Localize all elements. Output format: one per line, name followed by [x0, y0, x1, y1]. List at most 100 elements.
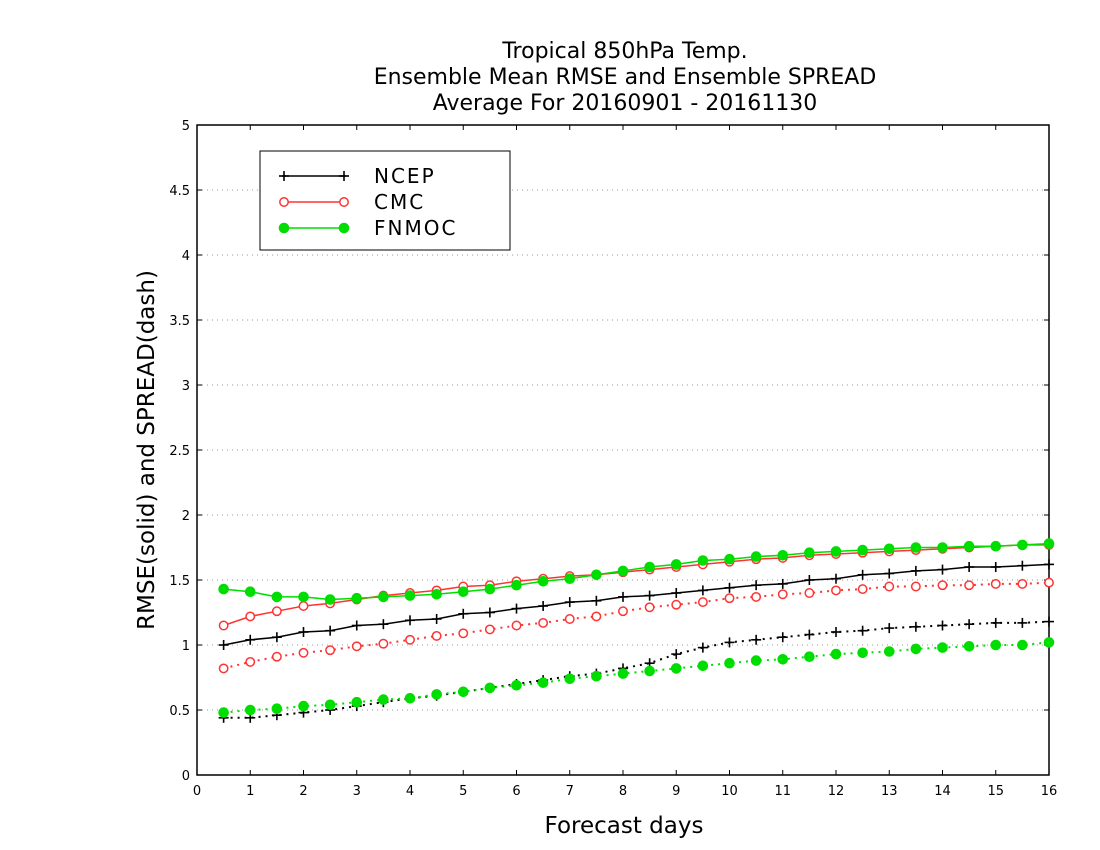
- cmc-spread-point-9: [458, 628, 469, 639]
- cmc-spread-point-24: [857, 584, 868, 595]
- x-tick-label-15: 15: [987, 784, 1004, 799]
- fnmoc-spread-point-11: [511, 680, 522, 691]
- fnmoc-rmse-point-26: [910, 542, 922, 553]
- ncep-rmse-point-25: [884, 568, 895, 579]
- chart-title-line-3: Average For 20160901 - 20161130: [433, 91, 818, 116]
- cmc-spread-point-19: [724, 593, 735, 604]
- fnmoc-rmse-point-24: [857, 544, 868, 556]
- cmc-spread-point-5: [351, 641, 362, 652]
- cmc-spread-point-0: [218, 663, 229, 674]
- cmc-spread-point-25: [884, 581, 895, 592]
- cmc-spread-point-4: [325, 645, 336, 656]
- fnmoc-spread-point-2: [271, 703, 283, 715]
- x-tick-label-1: 1: [246, 784, 254, 799]
- fnmoc-rmse-point-6: [378, 591, 389, 603]
- ncep-rmse-point-16: [644, 590, 655, 601]
- cmc-spread-point-13: [564, 614, 575, 624]
- fnmoc-rmse-point-31: [1043, 538, 1055, 549]
- ncep-rmse-point-24: [857, 569, 868, 580]
- y-axis-label: RMSE(solid) and SPREAD(dash): [134, 270, 160, 630]
- ncep-rmse-point-22: [804, 575, 815, 585]
- x-tick-label-9: 9: [672, 784, 680, 799]
- fnmoc-rmse-point-30: [1017, 539, 1028, 551]
- legend-label-cmc: CMC: [374, 190, 425, 214]
- fnmoc-spread-point-15: [617, 668, 629, 679]
- cmc-spread-point-23: [831, 585, 841, 596]
- ncep-rmse-point-18: [697, 585, 708, 596]
- fnmoc-rmse-point-14: [591, 569, 602, 581]
- fnmoc-rmse-point-7: [404, 590, 416, 601]
- legend-marker-left-fnmoc: [278, 222, 290, 234]
- ncep-rmse-point-13: [564, 597, 575, 608]
- fnmoc-spread-point-24: [857, 647, 868, 659]
- cmc-spread-point-7: [405, 634, 415, 645]
- legend-marker-right-cmc: [339, 197, 349, 207]
- ncep-rmse-point-3: [298, 627, 309, 637]
- cmc-spread-point-21: [777, 589, 788, 600]
- y-tick-label-1: 0.5: [169, 704, 190, 719]
- fnmoc-rmse-point-11: [511, 579, 522, 591]
- x-tick-label-16: 16: [1041, 784, 1058, 799]
- fnmoc-spread-point-18: [697, 660, 709, 672]
- fnmoc-rmse-point-5: [351, 592, 363, 604]
- cmc-spread-line: [223, 581, 1050, 670]
- cmc-spread-point-30: [1017, 578, 1028, 589]
- fnmoc-spread-point-22: [804, 651, 815, 663]
- fnmoc-spread-point-23: [830, 648, 842, 660]
- ncep-rmse-point-7: [405, 615, 415, 626]
- fnmoc-spread-point-12: [537, 677, 549, 689]
- x-tick-label-12: 12: [828, 784, 845, 799]
- cmc-rmse-point-1: [245, 611, 256, 622]
- ncep-rmse-point-15: [618, 591, 628, 602]
- ncep-rmse-point-14: [591, 595, 602, 606]
- x-tick-label-6: 6: [512, 784, 520, 799]
- ncep-rmse-point-6: [378, 619, 389, 630]
- cmc-spread-point-2: [271, 651, 282, 662]
- fnmoc-spread-point-31: [1043, 637, 1055, 648]
- ncep-rmse-point-8: [431, 614, 442, 624]
- fnmoc-rmse-point-22: [804, 547, 815, 559]
- ncep-rmse-point-2: [271, 632, 282, 643]
- fnmoc-spread-point-28: [963, 641, 975, 652]
- cmc-spread-point-16: [644, 602, 655, 613]
- ncep-rmse-point-28: [964, 562, 975, 572]
- ncep-rmse-point-1: [245, 634, 256, 645]
- x-tick-label-2: 2: [299, 784, 307, 799]
- fnmoc-spread-point-29: [990, 639, 1002, 651]
- x-tick-label-13: 13: [881, 784, 898, 799]
- ncep-spread-point-23: [831, 627, 841, 637]
- x-tick-label-14: 14: [934, 784, 951, 799]
- ncep-spread-point-24: [857, 625, 868, 636]
- fnmoc-spread-point-4: [324, 699, 336, 711]
- cmc-spread-point-11: [511, 620, 522, 631]
- series: [218, 538, 1055, 723]
- fnmoc-spread-point-27: [937, 642, 948, 653]
- cmc-spread-point-3: [298, 647, 309, 658]
- y-tick-label-5: 2.5: [169, 444, 190, 459]
- x-tick-label-8: 8: [619, 784, 627, 799]
- fnmoc-spread-point-6: [378, 694, 389, 705]
- fnmoc-spread-point-7: [404, 693, 416, 704]
- fnmoc-rmse-point-10: [484, 583, 496, 595]
- ncep-rmse-point-30: [1017, 560, 1028, 571]
- ncep-spread-point-26: [910, 621, 921, 632]
- ncep-rmse-point-10: [484, 607, 495, 618]
- fnmoc-rmse-point-18: [697, 555, 709, 566]
- y-tick-label-0: 0: [182, 769, 190, 784]
- fnmoc-rmse-point-4: [324, 594, 336, 605]
- fnmoc-rmse-point-9: [457, 586, 469, 598]
- ncep-spread-point-30: [1017, 617, 1028, 628]
- fnmoc-spread-point-21: [777, 654, 789, 665]
- fnmoc-rmse-point-28: [963, 540, 975, 552]
- y-tick-label-6: 3: [182, 379, 190, 394]
- legend-box: [259, 150, 511, 251]
- ncep-rmse-point-20: [751, 580, 762, 591]
- fnmoc-rmse-point-0: [218, 583, 229, 595]
- y-tick-label-2: 1: [182, 639, 190, 654]
- ncep-spread-point-29: [990, 617, 1001, 628]
- axes: 00.511.522.533.544.550 1 2 3 4 5 6 7 8 9 10 11 12 13 1…: [169, 119, 1057, 799]
- ncep-rmse-point-17: [671, 588, 682, 598]
- ncep-spread-point-25: [884, 623, 895, 634]
